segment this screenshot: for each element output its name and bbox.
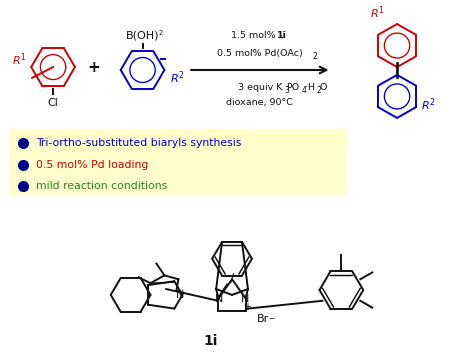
Text: Br: Br [257, 314, 269, 324]
Text: B(OH): B(OH) [126, 31, 159, 41]
Text: 3 equiv K: 3 equiv K [237, 83, 282, 92]
Text: /: / [230, 272, 234, 285]
Text: $R^1$: $R^1$ [11, 51, 26, 68]
Text: 1i: 1i [203, 334, 218, 348]
Text: N: N [176, 290, 184, 300]
Text: O: O [320, 83, 327, 92]
Text: dioxane, 90°C: dioxane, 90°C [227, 98, 293, 107]
Text: 2: 2 [316, 86, 321, 95]
Text: 2: 2 [312, 52, 317, 61]
Text: $R^2$: $R^2$ [421, 96, 436, 113]
Text: Tri-ortho-substituted biaryls synthesis: Tri-ortho-substituted biaryls synthesis [36, 138, 242, 148]
Text: PO: PO [286, 83, 299, 92]
Text: +: + [243, 302, 251, 312]
Text: 3: 3 [284, 86, 289, 95]
FancyBboxPatch shape [9, 129, 347, 195]
Text: 1i: 1i [277, 31, 287, 40]
Text: ·H: ·H [305, 83, 315, 92]
Text: 0.5 mol% Pd loading: 0.5 mol% Pd loading [36, 160, 148, 170]
Text: 0.5 mol% Pd(OAc): 0.5 mol% Pd(OAc) [217, 49, 303, 58]
Text: 4: 4 [301, 86, 306, 95]
Text: mild reaction conditions: mild reaction conditions [36, 181, 167, 192]
Text: N: N [215, 294, 223, 304]
Text: +: + [88, 59, 100, 75]
Text: $_2$: $_2$ [158, 28, 164, 38]
Text: Cl: Cl [48, 98, 58, 108]
Text: 1.5 mol%: 1.5 mol% [231, 31, 279, 40]
Text: $R^2$: $R^2$ [170, 69, 185, 86]
Text: N: N [241, 294, 249, 304]
Text: $^-$: $^-$ [267, 316, 276, 326]
Text: $R^1$: $R^1$ [370, 5, 384, 21]
